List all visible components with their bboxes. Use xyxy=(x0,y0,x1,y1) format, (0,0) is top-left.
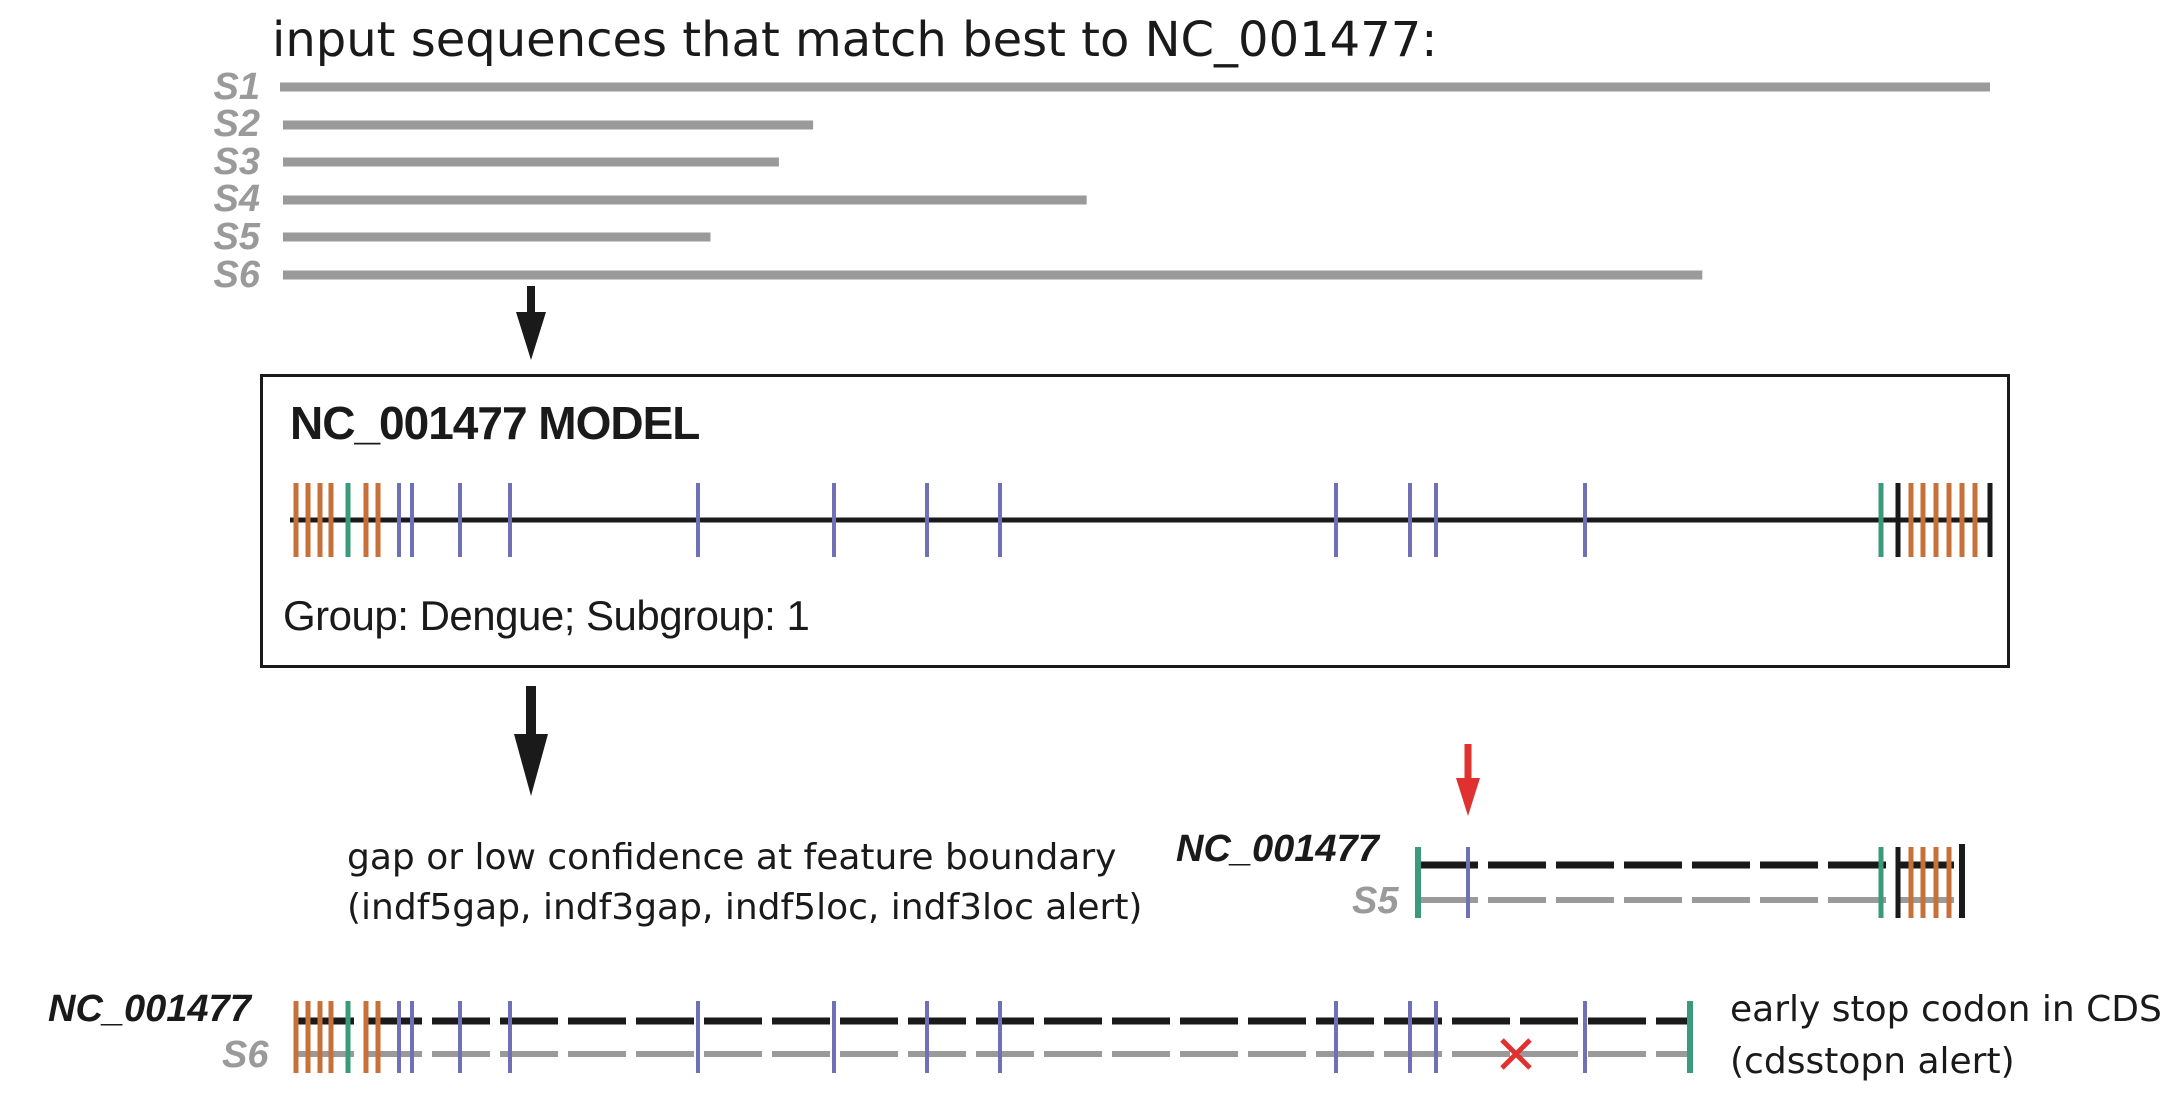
sequence-label-s4: S4 xyxy=(213,178,260,220)
model-group-label: Group: Dengue; Subgroup: 1 xyxy=(283,592,810,639)
s6-alert-note-line1: early stop codon in CDS xyxy=(1730,989,2162,1030)
red-down-arrow-icon xyxy=(1456,744,1480,816)
x-mark-icon xyxy=(1500,1038,1532,1070)
sequence-label-s1: S1 xyxy=(213,66,260,108)
sequence-label-s3: S3 xyxy=(213,141,260,183)
model-title: NC_001477 MODEL xyxy=(290,397,700,449)
sequence-label-s6: S6 xyxy=(213,254,260,296)
model-box xyxy=(260,374,2010,668)
s5-alert-note-line1: gap or low confidence at feature boundar… xyxy=(347,837,1117,878)
sequence-label-s2: S2 xyxy=(213,103,260,145)
s6-seq-label: S6 xyxy=(222,1034,269,1076)
s5-seq-label: S5 xyxy=(1352,880,1399,922)
sequence-label-s5: S5 xyxy=(213,216,260,258)
down-arrow-icon-1 xyxy=(516,286,546,360)
s6-alert-note-line2: (cdsstopn alert) xyxy=(1730,1041,2015,1082)
down-arrow-icon-2 xyxy=(514,686,548,796)
s5-alert-note-line2: (indf5gap, indf3gap, indf5loc, indf3loc … xyxy=(347,887,1143,928)
heading: input sequences that match best to NC_00… xyxy=(272,12,1438,68)
s5-ref-label: NC_001477 xyxy=(1176,828,1379,870)
s6-ref-label: NC_001477 xyxy=(48,988,251,1030)
